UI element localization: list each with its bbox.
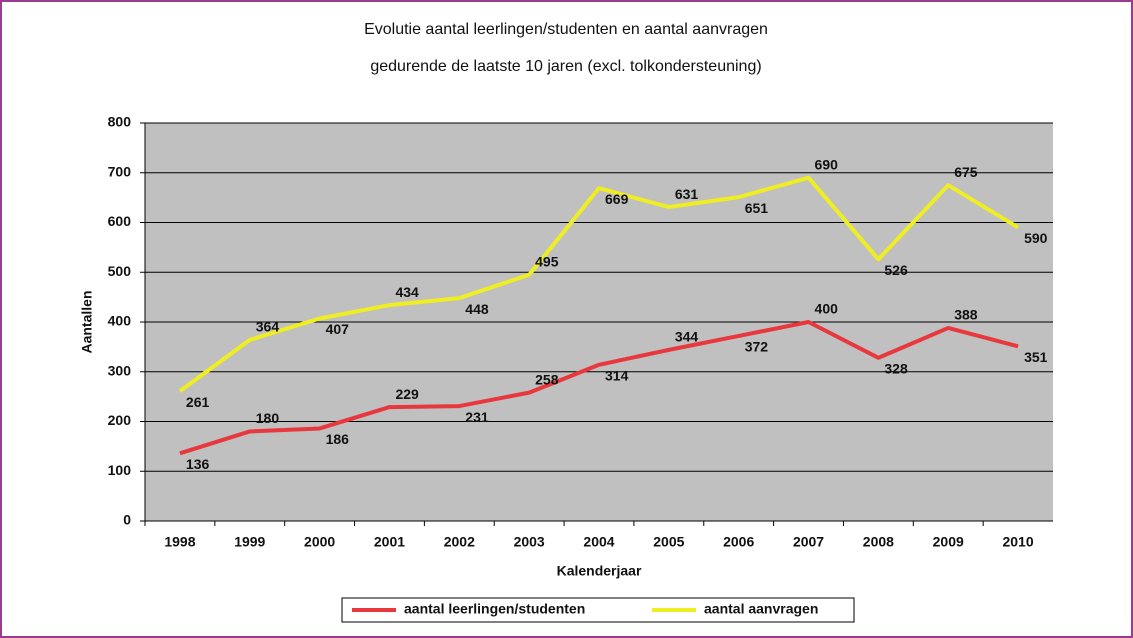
- x-tick-label: 2007: [793, 534, 824, 550]
- y-tick-label: 500: [108, 263, 132, 279]
- data-label: 261: [186, 394, 210, 410]
- x-tick-label: 2000: [304, 534, 335, 550]
- y-tick-label: 600: [108, 213, 132, 229]
- legend-label: aantal leerlingen/studenten: [404, 601, 585, 617]
- data-label: 590: [1024, 230, 1048, 246]
- y-tick-label: 0: [123, 512, 131, 528]
- data-label: 651: [745, 200, 769, 216]
- x-tick-label: 2001: [374, 534, 405, 550]
- y-tick-label: 100: [108, 462, 132, 478]
- data-label: 231: [465, 409, 489, 425]
- x-tick-label: 2008: [863, 534, 894, 550]
- data-label: 372: [745, 339, 769, 355]
- data-label: 675: [954, 164, 978, 180]
- y-axis-label: Aantallen: [79, 290, 95, 353]
- data-label: 388: [954, 307, 978, 323]
- data-label: 136: [186, 456, 210, 472]
- data-label: 526: [884, 262, 908, 278]
- line: [178, 175, 1020, 393]
- x-axis-label: Kalenderjaar: [557, 563, 642, 579]
- y-tick-label: 700: [108, 163, 132, 179]
- x-tick-label: 2003: [514, 534, 545, 550]
- data-label: 351: [1024, 349, 1048, 365]
- x-tick-label: 2004: [583, 534, 614, 550]
- x-tick-label: 2002: [444, 534, 475, 550]
- x-tick-label: 2010: [1002, 534, 1033, 550]
- data-label: 448: [465, 301, 489, 317]
- data-label: 690: [815, 156, 839, 172]
- y-tick-label: 200: [108, 412, 132, 428]
- data-label: 495: [535, 253, 559, 269]
- legend: [341, 597, 855, 623]
- data-label: 314: [605, 367, 629, 383]
- y-tick-label: 800: [108, 114, 132, 130]
- data-label: 669: [605, 191, 629, 207]
- x-tick-label: 1999: [234, 534, 265, 550]
- data-label: 631: [675, 186, 699, 202]
- data-label: 400: [815, 301, 839, 317]
- y-tick-label: 400: [108, 313, 132, 329]
- data-label: 180: [256, 410, 280, 426]
- x-tick-label: 2005: [653, 534, 684, 550]
- y-tick-label: 300: [108, 362, 132, 378]
- data-label: 364: [256, 319, 280, 335]
- line: [179, 320, 1019, 456]
- data-label: 344: [675, 329, 699, 345]
- chart-subtitle: gedurende de laatste 10 jaren (excl. tol…: [370, 58, 761, 75]
- x-tick-label: 2006: [723, 534, 754, 550]
- data-label: 434: [395, 284, 419, 300]
- legend-label: aantal aanvragen: [704, 601, 818, 617]
- data-label: 407: [326, 321, 350, 337]
- data-label: 328: [884, 361, 908, 377]
- chart-title: Evolutie aantal leerlingen/studenten en …: [364, 21, 768, 38]
- x-tick-label: 1998: [164, 534, 195, 550]
- x-tick-label: 2009: [933, 534, 964, 550]
- data-label: 229: [395, 386, 419, 402]
- data-label: 186: [326, 431, 350, 447]
- data-label: 258: [535, 371, 559, 387]
